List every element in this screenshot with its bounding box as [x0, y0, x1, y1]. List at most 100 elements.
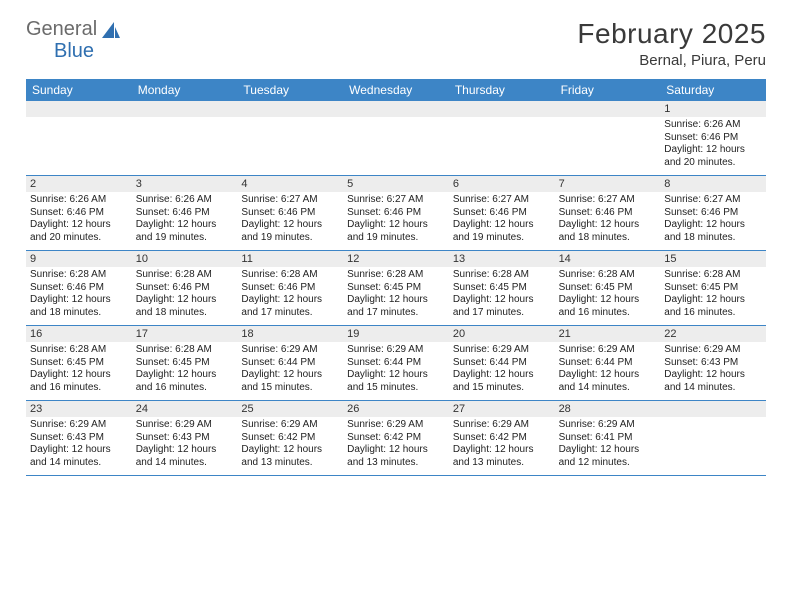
sunset-text: Sunset: 6:44 PM	[241, 357, 339, 370]
day-cell: Sunrise: 6:29 AMSunset: 6:44 PMDaylight:…	[237, 342, 343, 400]
day-number	[132, 101, 238, 117]
daylight-text: Daylight: 12 hours and 12 minutes.	[559, 444, 657, 469]
sunset-text: Sunset: 6:42 PM	[241, 432, 339, 445]
day-number	[343, 101, 449, 117]
day-cell: Sunrise: 6:28 AMSunset: 6:46 PMDaylight:…	[237, 267, 343, 325]
day-cell: Sunrise: 6:26 AMSunset: 6:46 PMDaylight:…	[26, 192, 132, 250]
day-cell: Sunrise: 6:28 AMSunset: 6:46 PMDaylight:…	[26, 267, 132, 325]
sunrise-text: Sunrise: 6:26 AM	[664, 119, 762, 132]
dow-tuesday: Tuesday	[237, 79, 343, 101]
day-cell	[660, 417, 766, 475]
sunset-text: Sunset: 6:42 PM	[347, 432, 445, 445]
sunrise-text: Sunrise: 6:29 AM	[453, 344, 551, 357]
day-cell: Sunrise: 6:26 AMSunset: 6:46 PMDaylight:…	[132, 192, 238, 250]
sunrise-text: Sunrise: 6:27 AM	[664, 194, 762, 207]
day-number: 20	[449, 326, 555, 342]
day-cell	[237, 117, 343, 175]
day-number: 27	[449, 401, 555, 417]
daylight-text: Daylight: 12 hours and 16 minutes.	[664, 294, 762, 319]
daylight-text: Daylight: 12 hours and 14 minutes.	[664, 369, 762, 394]
sunset-text: Sunset: 6:41 PM	[559, 432, 657, 445]
day-cell	[449, 117, 555, 175]
day-cell: Sunrise: 6:28 AMSunset: 6:45 PMDaylight:…	[26, 342, 132, 400]
daylight-text: Daylight: 12 hours and 19 minutes.	[453, 219, 551, 244]
sunrise-text: Sunrise: 6:27 AM	[347, 194, 445, 207]
day-number: 19	[343, 326, 449, 342]
sunset-text: Sunset: 6:43 PM	[664, 357, 762, 370]
daylight-text: Daylight: 12 hours and 19 minutes.	[347, 219, 445, 244]
sunset-text: Sunset: 6:46 PM	[453, 207, 551, 220]
day-number: 28	[555, 401, 661, 417]
day-cell: Sunrise: 6:27 AMSunset: 6:46 PMDaylight:…	[237, 192, 343, 250]
daylight-text: Daylight: 12 hours and 16 minutes.	[136, 369, 234, 394]
week-block: 9101112131415Sunrise: 6:28 AMSunset: 6:4…	[26, 250, 766, 325]
day-number: 11	[237, 251, 343, 267]
sunset-text: Sunset: 6:45 PM	[347, 282, 445, 295]
sunset-text: Sunset: 6:44 PM	[559, 357, 657, 370]
day-number: 15	[660, 251, 766, 267]
day-number: 14	[555, 251, 661, 267]
day-content-row: Sunrise: 6:29 AMSunset: 6:43 PMDaylight:…	[26, 417, 766, 475]
daylight-text: Daylight: 12 hours and 19 minutes.	[136, 219, 234, 244]
logo-text-blue: Blue	[54, 40, 94, 63]
sunrise-text: Sunrise: 6:28 AM	[453, 269, 551, 282]
day-cell: Sunrise: 6:28 AMSunset: 6:45 PMDaylight:…	[449, 267, 555, 325]
day-number: 6	[449, 176, 555, 192]
day-number: 26	[343, 401, 449, 417]
daylight-text: Daylight: 12 hours and 18 minutes.	[664, 219, 762, 244]
location: Bernal, Piura, Peru	[577, 52, 766, 69]
week-block: 2345678Sunrise: 6:26 AMSunset: 6:46 PMDa…	[26, 175, 766, 250]
dow-friday: Friday	[555, 79, 661, 101]
day-cell: Sunrise: 6:29 AMSunset: 6:43 PMDaylight:…	[132, 417, 238, 475]
sunrise-text: Sunrise: 6:29 AM	[347, 419, 445, 432]
sunset-text: Sunset: 6:42 PM	[453, 432, 551, 445]
sunrise-text: Sunrise: 6:26 AM	[30, 194, 128, 207]
day-number-row: 232425262728	[26, 401, 766, 417]
sunrise-text: Sunrise: 6:28 AM	[347, 269, 445, 282]
sunset-text: Sunset: 6:46 PM	[664, 132, 762, 145]
day-number: 22	[660, 326, 766, 342]
sunset-text: Sunset: 6:46 PM	[136, 207, 234, 220]
day-number: 17	[132, 326, 238, 342]
day-cell: Sunrise: 6:26 AMSunset: 6:46 PMDaylight:…	[660, 117, 766, 175]
sunset-text: Sunset: 6:43 PM	[136, 432, 234, 445]
day-cell: Sunrise: 6:29 AMSunset: 6:42 PMDaylight:…	[449, 417, 555, 475]
sunrise-text: Sunrise: 6:28 AM	[30, 269, 128, 282]
sunset-text: Sunset: 6:45 PM	[559, 282, 657, 295]
dow-monday: Monday	[132, 79, 238, 101]
sunset-text: Sunset: 6:45 PM	[136, 357, 234, 370]
daylight-text: Daylight: 12 hours and 19 minutes.	[241, 219, 339, 244]
sunset-text: Sunset: 6:45 PM	[453, 282, 551, 295]
sunrise-text: Sunrise: 6:29 AM	[347, 344, 445, 357]
sunset-text: Sunset: 6:46 PM	[30, 207, 128, 220]
daylight-text: Daylight: 12 hours and 17 minutes.	[241, 294, 339, 319]
day-number: 24	[132, 401, 238, 417]
logo: General Blue	[26, 18, 121, 41]
day-cell: Sunrise: 6:28 AMSunset: 6:45 PMDaylight:…	[660, 267, 766, 325]
day-number: 9	[26, 251, 132, 267]
logo-text-general: General	[26, 18, 97, 41]
sunrise-text: Sunrise: 6:29 AM	[30, 419, 128, 432]
day-number: 21	[555, 326, 661, 342]
day-number: 18	[237, 326, 343, 342]
sunset-text: Sunset: 6:44 PM	[347, 357, 445, 370]
daylight-text: Daylight: 12 hours and 18 minutes.	[136, 294, 234, 319]
day-cell	[555, 117, 661, 175]
day-number: 10	[132, 251, 238, 267]
sunset-text: Sunset: 6:46 PM	[136, 282, 234, 295]
dow-thursday: Thursday	[449, 79, 555, 101]
day-number: 2	[26, 176, 132, 192]
sunrise-text: Sunrise: 6:27 AM	[559, 194, 657, 207]
day-number	[555, 101, 661, 117]
daylight-text: Daylight: 12 hours and 14 minutes.	[136, 444, 234, 469]
sunrise-text: Sunrise: 6:28 AM	[241, 269, 339, 282]
week-block: 16171819202122Sunrise: 6:28 AMSunset: 6:…	[26, 325, 766, 400]
day-cell: Sunrise: 6:27 AMSunset: 6:46 PMDaylight:…	[449, 192, 555, 250]
day-number-row: 16171819202122	[26, 326, 766, 342]
day-cell: Sunrise: 6:28 AMSunset: 6:45 PMDaylight:…	[343, 267, 449, 325]
sunset-text: Sunset: 6:46 PM	[30, 282, 128, 295]
day-cell	[132, 117, 238, 175]
day-cell: Sunrise: 6:28 AMSunset: 6:45 PMDaylight:…	[132, 342, 238, 400]
sunrise-text: Sunrise: 6:28 AM	[136, 269, 234, 282]
day-number: 16	[26, 326, 132, 342]
